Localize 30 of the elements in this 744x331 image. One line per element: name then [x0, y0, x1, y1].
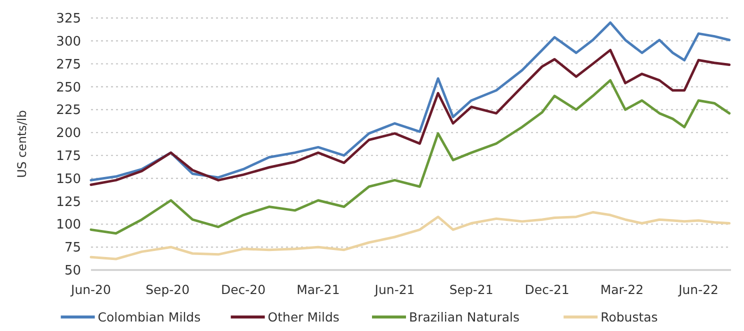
y-tick-label: 275 [56, 57, 81, 72]
y-tick-label: 175 [56, 149, 81, 164]
x-tick-label: Mar-22 [600, 282, 644, 297]
y-tick-label: 300 [56, 34, 81, 50]
y-tick-label: 150 [56, 172, 81, 187]
x-tick-label: Sep-21 [449, 282, 494, 297]
x-tick-label: Sep-20 [146, 282, 190, 297]
x-tick-label: Jun-20 [70, 282, 112, 297]
y-tick-label: 125 [56, 194, 81, 210]
x-tick-label: Jun-22 [678, 282, 719, 297]
line-series [90, 211, 731, 260]
y-tick-label: 225 [56, 103, 81, 118]
y-axis-title: US cents/lb [15, 110, 29, 178]
x-tick-label: Jun-21 [374, 282, 415, 297]
legend-label: Brazilian Naturals [409, 309, 520, 324]
legend-label: Colombian Milds [98, 309, 201, 324]
y-tick-label: 250 [56, 80, 81, 96]
y-tick-label: 200 [56, 126, 81, 142]
x-tick-label: Mar-21 [296, 282, 340, 297]
x-tick-label: Dec-21 [524, 282, 570, 297]
x-tick-label: Dec-20 [220, 282, 266, 297]
line-series [90, 48, 731, 186]
legend-label: Other Milds [268, 309, 340, 324]
line-series [90, 21, 731, 182]
y-tick-label: 75 [64, 240, 81, 256]
line-series [90, 79, 731, 235]
y-tick-label: 325 [56, 12, 81, 27]
legend-label: Robustas [600, 309, 658, 324]
y-tick-label: 50 [64, 264, 81, 279]
y-tick-label: 100 [56, 218, 81, 233]
